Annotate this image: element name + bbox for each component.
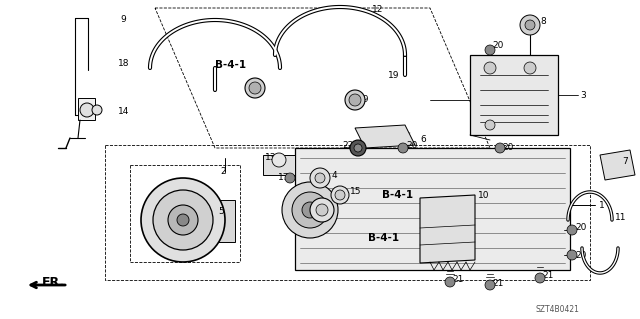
Text: 8: 8 bbox=[540, 18, 546, 26]
Circle shape bbox=[310, 168, 330, 188]
Text: 20: 20 bbox=[502, 144, 513, 152]
Circle shape bbox=[292, 192, 328, 228]
Text: 21: 21 bbox=[542, 271, 554, 280]
Text: 6: 6 bbox=[420, 136, 426, 145]
Text: B-4-1: B-4-1 bbox=[215, 60, 246, 70]
Circle shape bbox=[535, 273, 545, 283]
Circle shape bbox=[525, 20, 535, 30]
Circle shape bbox=[345, 90, 365, 110]
Text: 22: 22 bbox=[342, 140, 353, 150]
Text: 19: 19 bbox=[358, 95, 369, 105]
Text: 2: 2 bbox=[220, 167, 226, 176]
Text: 21: 21 bbox=[452, 276, 463, 285]
Text: 4: 4 bbox=[332, 170, 338, 180]
Polygon shape bbox=[183, 200, 235, 242]
Circle shape bbox=[485, 45, 495, 55]
Text: B-4-1: B-4-1 bbox=[382, 190, 413, 200]
Text: 9: 9 bbox=[120, 16, 125, 25]
Circle shape bbox=[495, 143, 505, 153]
Circle shape bbox=[445, 277, 455, 287]
Text: 14: 14 bbox=[118, 108, 129, 116]
Circle shape bbox=[520, 15, 540, 35]
Circle shape bbox=[335, 190, 345, 200]
Polygon shape bbox=[295, 148, 570, 270]
Text: 13: 13 bbox=[265, 153, 276, 162]
Circle shape bbox=[485, 280, 495, 290]
Text: B-4-1: B-4-1 bbox=[368, 233, 399, 243]
Circle shape bbox=[153, 190, 213, 250]
Circle shape bbox=[92, 105, 102, 115]
Text: 12: 12 bbox=[372, 5, 383, 14]
Text: 5: 5 bbox=[218, 207, 224, 217]
Text: SZT4B0421: SZT4B0421 bbox=[535, 306, 579, 315]
Circle shape bbox=[316, 204, 328, 216]
Circle shape bbox=[282, 182, 338, 238]
Circle shape bbox=[141, 178, 225, 262]
Polygon shape bbox=[600, 150, 635, 180]
Circle shape bbox=[331, 186, 349, 204]
Circle shape bbox=[245, 78, 265, 98]
Text: 20: 20 bbox=[575, 224, 586, 233]
Circle shape bbox=[315, 173, 325, 183]
Circle shape bbox=[249, 82, 261, 94]
Circle shape bbox=[285, 173, 295, 183]
Circle shape bbox=[567, 250, 577, 260]
Polygon shape bbox=[78, 98, 95, 120]
Text: 20: 20 bbox=[406, 140, 417, 150]
Circle shape bbox=[349, 94, 361, 106]
Circle shape bbox=[168, 205, 198, 235]
Polygon shape bbox=[420, 195, 475, 263]
Text: 20: 20 bbox=[492, 41, 504, 49]
Text: 1: 1 bbox=[599, 201, 605, 210]
Circle shape bbox=[484, 62, 496, 74]
Text: FR.: FR. bbox=[42, 276, 65, 288]
Text: 16: 16 bbox=[316, 204, 328, 212]
Circle shape bbox=[177, 214, 189, 226]
Text: 18: 18 bbox=[118, 58, 129, 68]
Circle shape bbox=[302, 202, 318, 218]
Circle shape bbox=[310, 198, 334, 222]
Text: 7: 7 bbox=[622, 158, 628, 167]
Text: 17: 17 bbox=[278, 174, 289, 182]
Text: 19: 19 bbox=[388, 70, 399, 79]
Text: 21: 21 bbox=[492, 278, 504, 287]
Polygon shape bbox=[470, 55, 558, 135]
Circle shape bbox=[524, 62, 536, 74]
Circle shape bbox=[398, 143, 408, 153]
Circle shape bbox=[80, 103, 94, 117]
Polygon shape bbox=[355, 125, 415, 148]
Text: 20: 20 bbox=[575, 250, 586, 259]
Circle shape bbox=[354, 144, 362, 152]
Text: 15: 15 bbox=[350, 188, 362, 197]
Circle shape bbox=[567, 225, 577, 235]
Text: 3: 3 bbox=[580, 91, 586, 100]
Polygon shape bbox=[263, 155, 295, 175]
Circle shape bbox=[485, 120, 495, 130]
Text: 10: 10 bbox=[478, 190, 490, 199]
Text: 11: 11 bbox=[615, 213, 627, 222]
Circle shape bbox=[272, 153, 286, 167]
Circle shape bbox=[350, 140, 366, 156]
